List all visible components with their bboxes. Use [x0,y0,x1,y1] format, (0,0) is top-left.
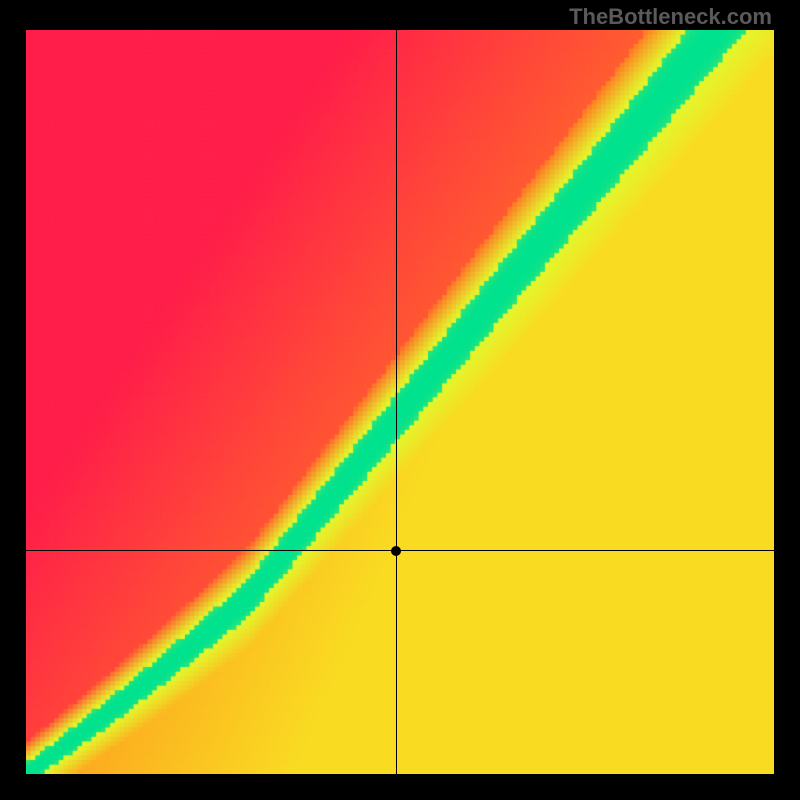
chart-container: TheBottleneck.com [0,0,800,800]
crosshair-dot [391,546,401,556]
watermark-text: TheBottleneck.com [569,4,772,30]
bottleneck-heatmap [26,30,774,774]
crosshair-vertical [396,30,397,774]
